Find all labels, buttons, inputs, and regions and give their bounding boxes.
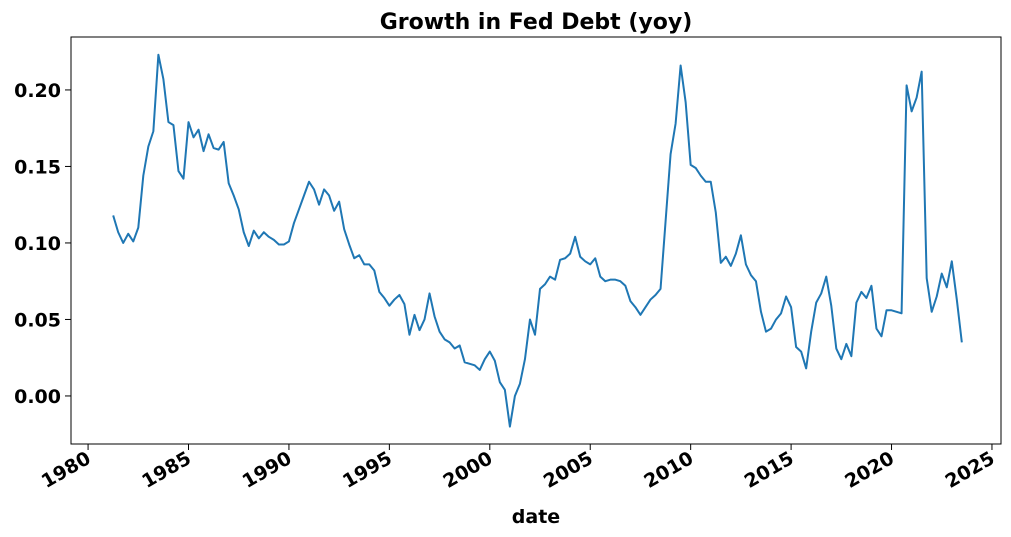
- x-tick-label: 2015: [741, 447, 798, 492]
- data-line: [112, 53, 963, 428]
- y-tick-label: 0.00: [14, 386, 61, 408]
- x-axis-label: date: [512, 506, 560, 528]
- plot-frame: [70, 36, 1002, 445]
- x-tick-label: 2005: [540, 447, 597, 492]
- y-tick-label: 0.10: [14, 233, 61, 255]
- chart-title: Growth in Fed Debt (yoy): [380, 10, 693, 35]
- x-tick-label: 1980: [38, 447, 95, 492]
- x-tick-label: 2020: [841, 447, 898, 492]
- x-tick-label: 2025: [942, 447, 999, 492]
- x-tick-label: 2000: [439, 447, 496, 492]
- y-tick-label: 0.05: [14, 309, 61, 331]
- x-tick-label: 1985: [138, 447, 195, 492]
- x-tick-label: 1995: [339, 447, 396, 492]
- y-tick-label: 0.15: [14, 156, 61, 178]
- y-tick-label: 0.20: [14, 80, 61, 102]
- x-tick-label: 2010: [640, 447, 697, 492]
- x-tick-label: 1990: [239, 447, 296, 492]
